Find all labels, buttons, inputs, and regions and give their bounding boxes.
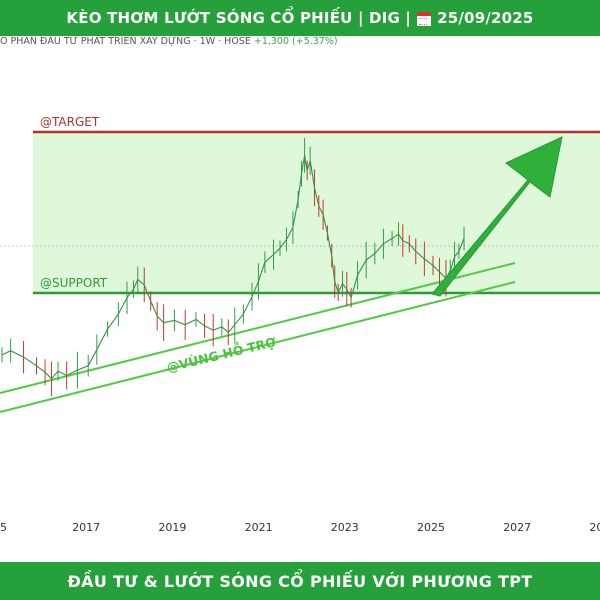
header-date: 25/09/2025 xyxy=(437,9,534,27)
x-tick-label: 2023 xyxy=(331,521,359,534)
ticker-name: Ổ PHẦN ĐẦU TƯ PHÁT TRIỂN XÂY DỰNG · 1W ·… xyxy=(0,36,251,47)
x-tick-label: 2029 xyxy=(589,521,600,534)
price-series-line xyxy=(1,155,465,380)
support-zone-label: @VÙNG HỖ TRỢ xyxy=(165,332,278,375)
calendar-icon xyxy=(417,12,432,26)
target-zone xyxy=(33,132,600,293)
header-banner: KÈO THƠM LƯỚT SÓNG CỔ PHIẾU | DIG | 25/0… xyxy=(0,0,600,36)
projection-arrow xyxy=(431,136,563,297)
x-tick-label: 2025 xyxy=(417,521,445,534)
header-title: KÈO THƠM LƯỚT SÓNG CỔ PHIẾU | DIG | xyxy=(66,9,412,27)
support-label: @SUPPORT xyxy=(40,276,108,290)
target-label: @TARGET xyxy=(40,115,100,129)
plot-area: @TARGET @SUPPORT @VÙNG HỖ TRỢ 5 2017 2019 2021… xyxy=(0,115,600,534)
x-tick-label: 2027 xyxy=(503,521,531,534)
x-tick-label: 2021 xyxy=(245,521,273,534)
channel-lower-line xyxy=(0,281,516,413)
footer-text: ĐẦU TƯ & LƯỚT SÓNG CỔ PHIẾU VỚI PHƯƠNG T… xyxy=(67,571,533,591)
ticker-change: +1,300 (+5.37%) xyxy=(253,36,338,47)
x-tick-label: 2019 xyxy=(158,521,186,534)
ticker-info: Ổ PHẦN ĐẦU TƯ PHÁT TRIỂN XÂY DỰNG · 1W ·… xyxy=(0,36,600,48)
footer-banner: ĐẦU TƯ & LƯỚT SÓNG CỔ PHIẾU VỚI PHƯƠNG T… xyxy=(0,562,600,600)
x-tick-label: 2017 xyxy=(72,521,100,534)
channel-upper-line xyxy=(0,262,516,394)
x-tick-label: 5 xyxy=(0,521,7,534)
